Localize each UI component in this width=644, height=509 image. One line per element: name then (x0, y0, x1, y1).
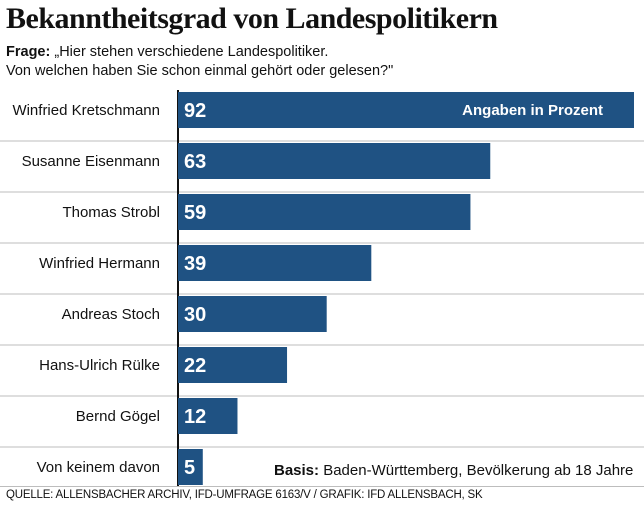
value-labels: 92 63 59 39 30 22 12 5 (184, 100, 206, 479)
value-label-winfried-kretschmann: 92 (184, 100, 206, 122)
value-label-thomas-strobl: 59 (184, 202, 206, 224)
category-labels: Winfried Kretschmann Susanne Eisenmann Tho… (12, 102, 160, 476)
category-label-winfried-hermann: Winfried Hermann (39, 255, 160, 272)
basis-label: Basis: (274, 462, 320, 479)
question-text-line-1: „Hier stehen verschiedene Landespolitike… (54, 44, 329, 60)
bar-series (178, 92, 634, 485)
bar-andreas-stoch (178, 296, 327, 332)
unit-note: Angaben in Prozent (462, 102, 603, 119)
bar-chart: Winfried Kretschmann Susanne Eisenmann Tho… (0, 90, 644, 486)
category-label-susanne-eisenmann: Susanne Eisenmann (22, 153, 160, 170)
category-label-bernd-gogel: Bernd Gögel (76, 408, 160, 425)
value-label-winfried-hermann: 39 (184, 253, 206, 275)
value-label-von-keinem-davon: 5 (184, 457, 195, 479)
chart-title: Bekanntheitsgrad von Landespolitikern (6, 2, 498, 35)
value-label-susanne-eisenmann: 63 (184, 151, 206, 173)
row-separators (0, 140, 644, 448)
source-line: QUELLE: ALLENSBACHER ARCHIV, IFD-UMFRAGE… (6, 489, 483, 501)
basis-note: Basis: Baden-Württemberg, Bevölkerung ab… (274, 462, 633, 479)
bar-von-keinem-davon (178, 449, 203, 485)
category-label-andreas-stoch: Andreas Stoch (62, 306, 160, 323)
bar-winfried-hermann (178, 245, 372, 281)
category-label-thomas-strobl: Thomas Strobl (62, 204, 160, 221)
footer-rule (0, 486, 644, 487)
bar-winfried-kretschmann (178, 92, 634, 128)
question-label: Frage: (6, 44, 51, 60)
category-label-winfried-kretschmann: Winfried Kretschmann (12, 102, 160, 119)
value-label-andreas-stoch: 30 (184, 304, 206, 326)
category-label-hans-ulrich-rulke: Hans-Ulrich Rülke (39, 357, 160, 374)
value-label-bernd-gogel: 12 (184, 406, 206, 428)
bar-thomas-strobl (178, 194, 471, 230)
survey-question: Frage: „Hier stehen verschiedene Landesp… (6, 43, 393, 81)
bar-bernd-gogel (178, 398, 238, 434)
category-label-von-keinem-davon: Von keinem davon (37, 459, 160, 476)
bar-hans-ulrich-rulke (178, 347, 288, 383)
value-label-hans-ulrich-rulke: 22 (184, 355, 206, 377)
bar-susanne-eisenmann (178, 143, 491, 179)
basis-text: Baden-Württemberg, Bevölkerung ab 18 Jah… (319, 462, 634, 479)
question-text-line-2: Von welchen haben Sie schon einmal gehör… (6, 63, 394, 79)
